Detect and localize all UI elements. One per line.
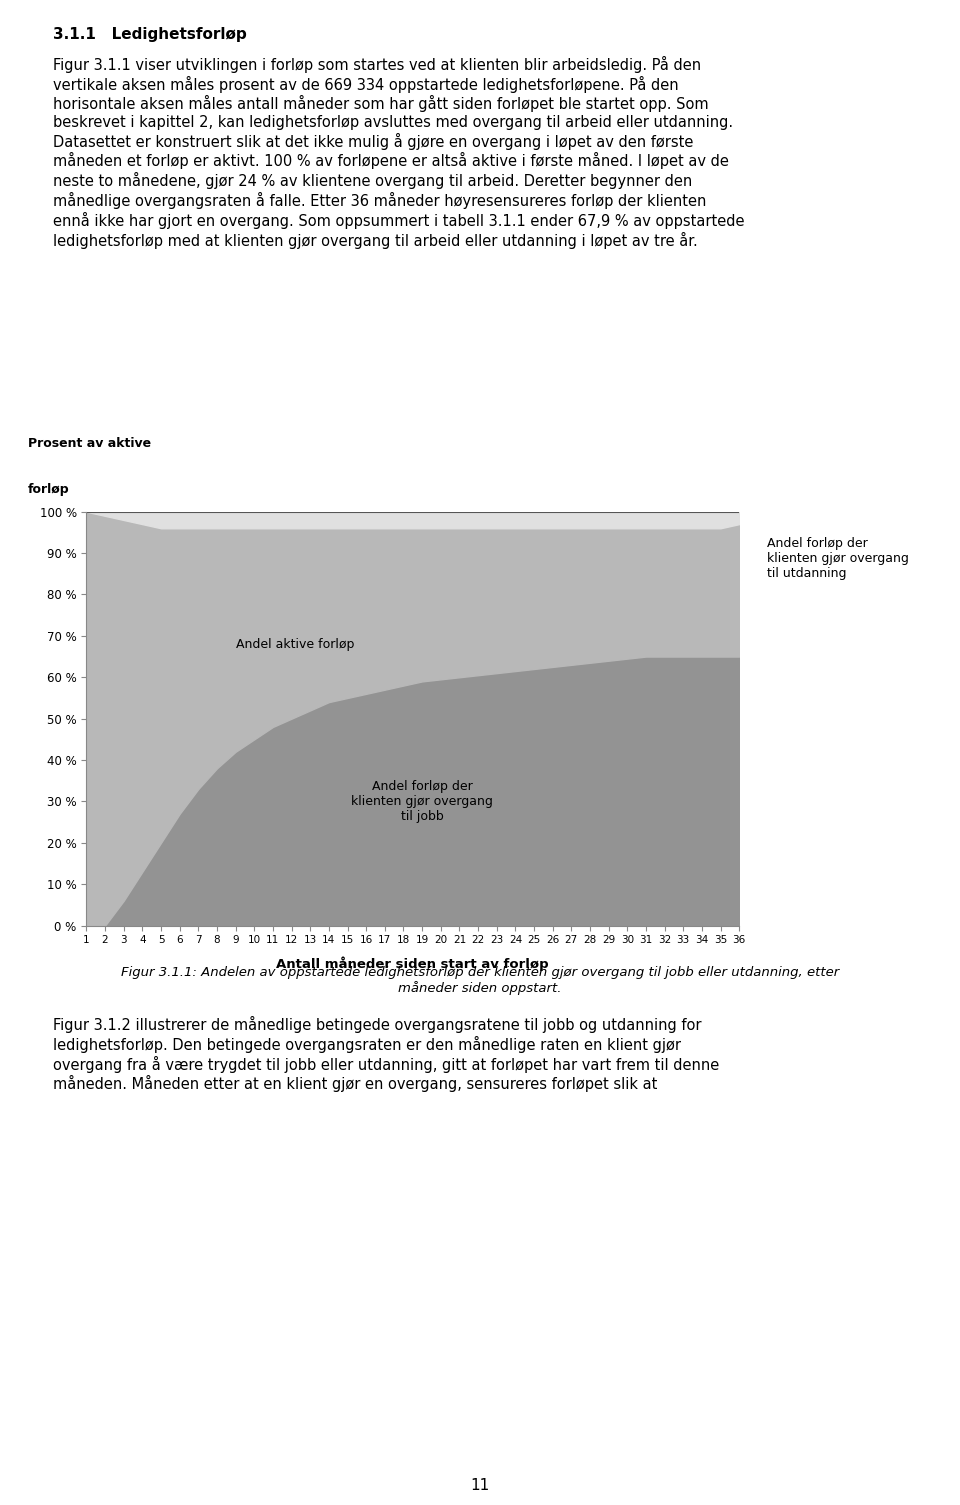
Text: Andel forløp der
klienten gjør overgang
til jobb: Andel forløp der klienten gjør overgang … bbox=[351, 780, 493, 823]
Text: Andel forløp der
klienten gjør overgang
til utdanning: Andel forløp der klienten gjør overgang … bbox=[767, 536, 909, 579]
Text: Andel aktive forløp: Andel aktive forløp bbox=[235, 638, 354, 650]
Text: Prosent av aktive: Prosent av aktive bbox=[28, 436, 151, 450]
Text: Figur 3.1.2 illustrerer de månedlige betingede overgangsratene til jobb og utdan: Figur 3.1.2 illustrerer de månedlige bet… bbox=[53, 1016, 719, 1093]
Text: forløp: forløp bbox=[28, 483, 69, 495]
Text: Figur 3.1.1 viser utviklingen i forløp som startes ved at klienten blir arbeidsl: Figur 3.1.1 viser utviklingen i forløp s… bbox=[53, 56, 744, 248]
X-axis label: Antall måneder siden start av forløp: Antall måneder siden start av forløp bbox=[276, 956, 549, 971]
Text: Figur 3.1.1: Andelen av oppstartede ledighetsforløp der klienten gjør overgang t: Figur 3.1.1: Andelen av oppstartede ledi… bbox=[121, 966, 839, 995]
Text: 11: 11 bbox=[470, 1478, 490, 1493]
Text: 3.1.1   Ledighetsforløp: 3.1.1 Ledighetsforløp bbox=[53, 27, 247, 42]
